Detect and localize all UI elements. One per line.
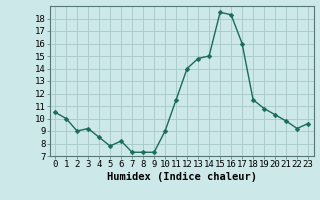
X-axis label: Humidex (Indice chaleur): Humidex (Indice chaleur) xyxy=(107,172,257,182)
